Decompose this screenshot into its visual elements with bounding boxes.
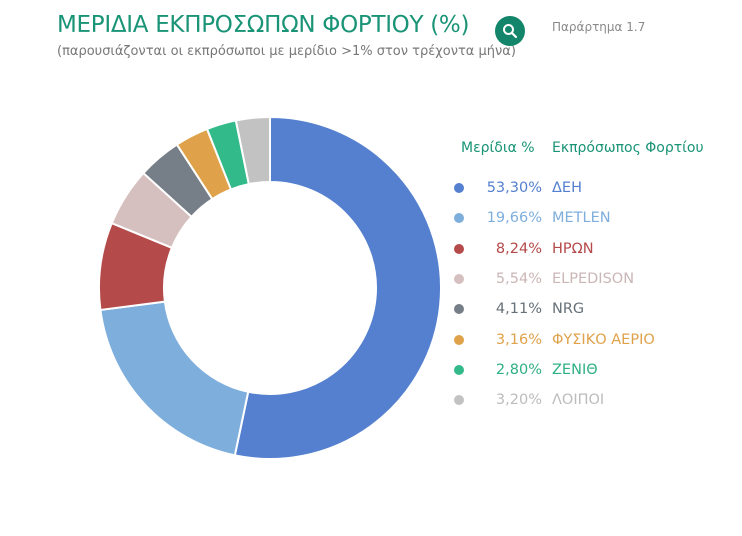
legend-label: ΖΕΝΙΘ (552, 361, 598, 378)
legend-value: 53,30% (486, 180, 542, 196)
legend-value: 8,24% (495, 240, 542, 257)
legend-value: 3,16% (495, 331, 542, 348)
legend-item: 19,66% METLEN (450, 208, 730, 228)
legend-header-share: Μερίδια % (461, 140, 535, 156)
legend-label: NRG (552, 301, 585, 318)
appendix-label: Παράρτημα 1.7 (552, 20, 646, 34)
legend-item: 53,30% ΔΕΗ (450, 178, 730, 198)
legend-value: 3,20% (495, 392, 542, 409)
legend-swatch (454, 243, 464, 254)
legend-label: ΔΕΗ (552, 180, 582, 196)
page-subtitle: (παρουσιάζονται οι εκπρόσωποι με μερίδιο… (57, 44, 516, 59)
page-title: ΜΕΡΙΔΙΑ ΕΚΠΡΟΣΩΠΩΝ ΦΟΡΤΙΟΥ (%) (57, 12, 470, 38)
legend-label: ΦΥΣΙΚΟ ΑΕΡΙΟ (552, 331, 655, 348)
donut-slice-2 (99, 300, 250, 457)
legend-swatch (454, 183, 464, 193)
legend-label: METLEN (552, 210, 611, 227)
legend-item: 3,16% ΦΥΣΙΚΟ ΑΕΡΙΟ (450, 330, 730, 350)
legend-swatch (454, 273, 464, 284)
legend-item: 3,20% ΛΟΙΠΟΙ (450, 390, 730, 410)
legend-item: 5,54% ELPEDISON (450, 269, 730, 289)
donut-slice-1 (233, 115, 442, 460)
legend-swatch (454, 334, 464, 345)
legend-header-representative: Εκπρόσωπος Φορτίου (552, 140, 704, 156)
legend-label: ΗΡΩΝ (552, 240, 594, 257)
legend-swatch (454, 395, 464, 406)
legend-swatch (454, 364, 464, 375)
legend-label: ΛΟΙΠΟΙ (552, 392, 605, 409)
search-icon (503, 24, 518, 39)
legend-value: 4,11% (495, 301, 542, 318)
legend-value: 2,80% (495, 361, 542, 378)
legend-item: 2,80% ΖΕΝΙΘ (450, 360, 730, 380)
legend-item: 8,24% ΗΡΩΝ (450, 239, 730, 259)
donut-slice-8 (234, 115, 271, 186)
legend-value: 19,66% (486, 210, 542, 227)
legend-value: 5,54% (495, 270, 542, 287)
legend-label: ELPEDISON (552, 270, 635, 287)
legend-swatch (454, 213, 464, 224)
search-button[interactable] (495, 16, 525, 46)
legend-swatch (454, 304, 464, 315)
legend-item: 4,11% NRG (450, 299, 730, 319)
